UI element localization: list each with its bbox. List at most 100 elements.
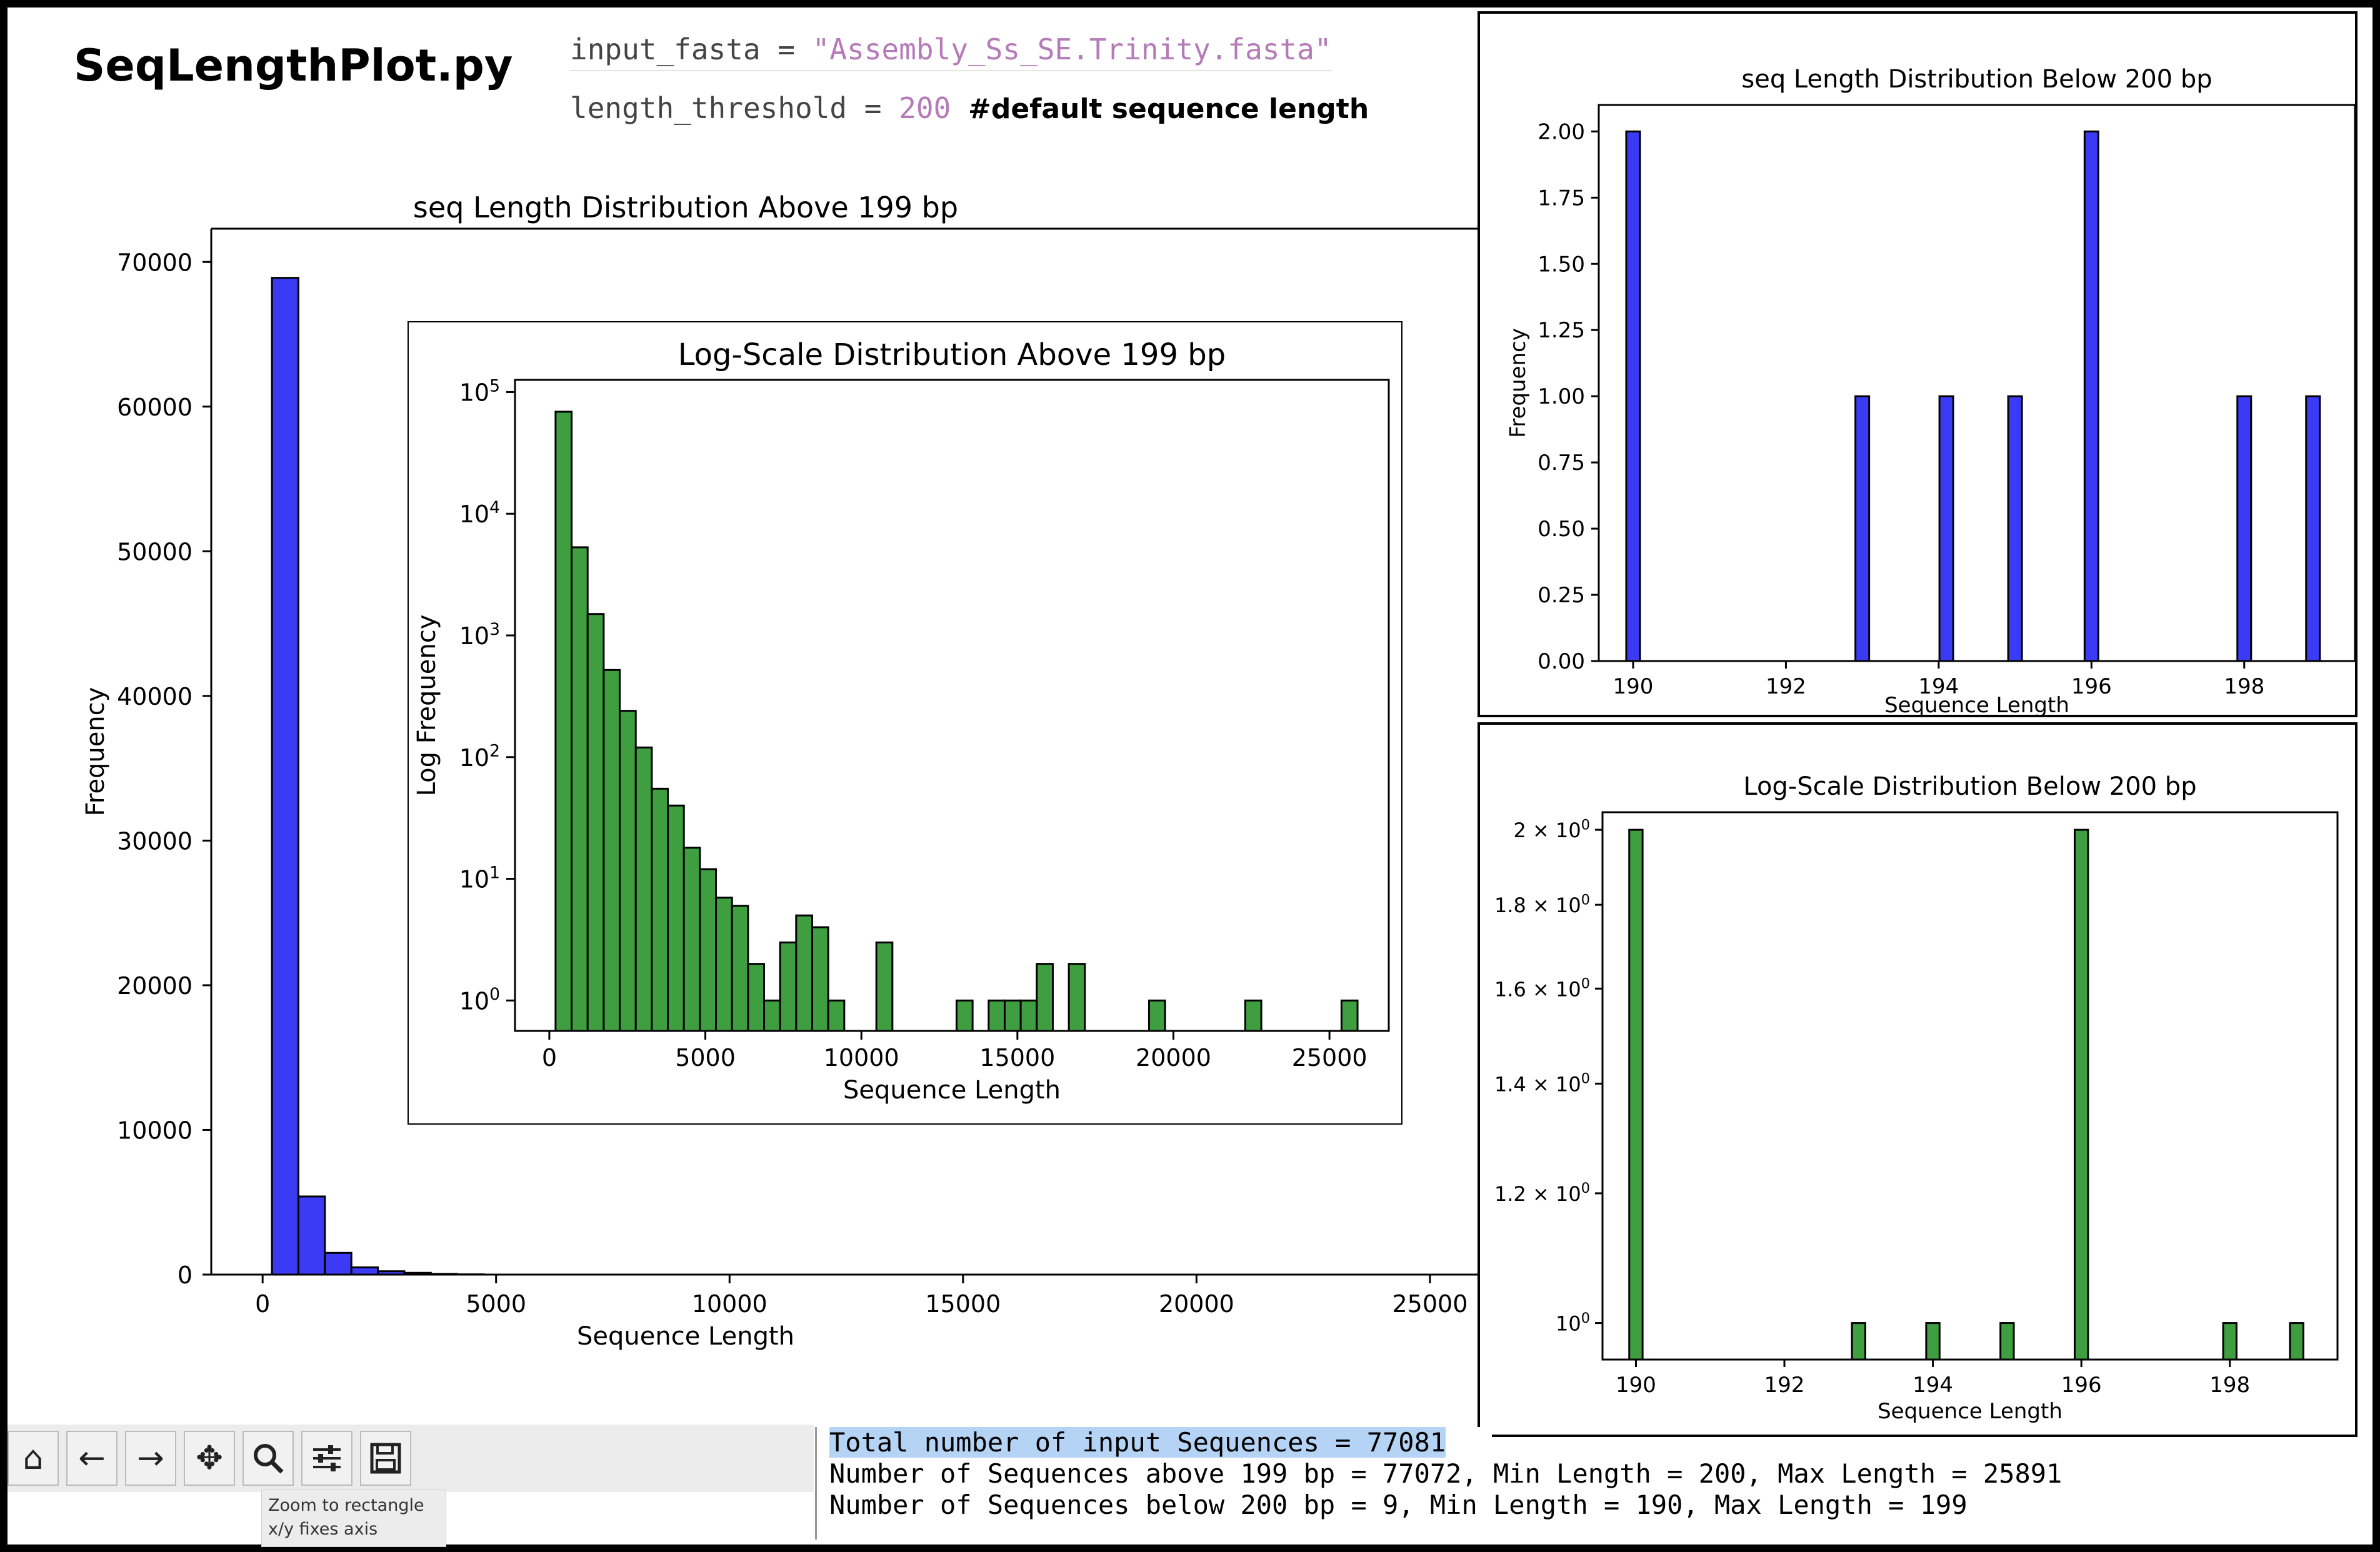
bar bbox=[2305, 395, 2321, 662]
bar bbox=[731, 905, 749, 1032]
console-line-above: Number of Sequences above 199 bp = 77072… bbox=[829, 1458, 2062, 1489]
pan-icon[interactable]: ✥ bbox=[184, 1431, 235, 1486]
bar bbox=[586, 613, 605, 1032]
forward-arrow-icon[interactable]: → bbox=[125, 1431, 176, 1486]
floppy-icon bbox=[370, 1443, 401, 1474]
script-title: SeqLengthPlot.py bbox=[74, 40, 513, 91]
bar bbox=[297, 1195, 326, 1276]
bar bbox=[350, 1266, 379, 1276]
code-op: = bbox=[760, 32, 812, 66]
below-x-label: Sequence Length bbox=[1884, 693, 2069, 715]
bar bbox=[1068, 963, 1086, 1032]
bar bbox=[1628, 828, 1644, 1361]
bar bbox=[1851, 1322, 1867, 1361]
plot-toolbar: ⌂ ← → ✥ bbox=[8, 1425, 814, 1492]
inset-chart: Log-Scale Distribution Above 199 bp Seque… bbox=[408, 321, 1402, 1125]
bar bbox=[619, 710, 637, 1032]
below-log-chart-panel: Log-Scale Distribution Below 200 bp Seque… bbox=[1478, 722, 2358, 1437]
y-tick-label: 1.4 × 100 bbox=[1494, 1071, 1590, 1097]
y-tick-label: 40000 bbox=[117, 683, 192, 710]
back-arrow-icon[interactable]: ← bbox=[66, 1431, 118, 1486]
bar bbox=[1999, 1322, 2015, 1361]
inset-chart-svg: Log-Scale Distribution Above 199 bp Seque… bbox=[408, 321, 1402, 1125]
bar bbox=[1854, 395, 1871, 662]
below-y-label: Frequency bbox=[1506, 328, 1531, 438]
bar bbox=[2083, 130, 2099, 662]
inset-title: Log-Scale Distribution Above 199 bp bbox=[678, 337, 1226, 372]
x-tick-label: 5000 bbox=[466, 1290, 526, 1318]
y-tick-label: 101 bbox=[459, 863, 500, 893]
tooltip-line2: x/y fixes axis bbox=[268, 1520, 378, 1539]
bar bbox=[1340, 999, 1359, 1032]
code-var: input_fasta bbox=[570, 32, 761, 66]
y-tick-label: 50000 bbox=[117, 538, 192, 565]
x-tick-label: 190 bbox=[1613, 674, 1654, 699]
bar bbox=[1019, 999, 1038, 1032]
below-chart-svg: seq Length Distribution Below 200 bp Sequ… bbox=[1506, 65, 2356, 718]
y-tick-label: 104 bbox=[459, 498, 500, 528]
x-tick-label: 0 bbox=[542, 1044, 557, 1072]
x-tick-label: 25000 bbox=[1292, 1044, 1368, 1072]
x-axis-label: Sequence Length bbox=[577, 1322, 794, 1351]
x-tick-label: 15000 bbox=[925, 1290, 1001, 1318]
x-tick-label: 190 bbox=[1616, 1373, 1656, 1398]
bar bbox=[2073, 828, 2089, 1361]
console-line-below: Number of Sequences below 200 bp = 9, Mi… bbox=[829, 1490, 1968, 1520]
y-tick-label: 100 bbox=[1556, 1310, 1590, 1336]
x-tick-label: 194 bbox=[1912, 1373, 1953, 1398]
main-chart-svg: seq Length Distribution Above 199 bp Sequ… bbox=[81, 191, 1478, 1351]
bar bbox=[2236, 395, 2252, 662]
y-tick-label: 2.00 bbox=[1538, 119, 1585, 144]
x-tick-label: 10000 bbox=[692, 1290, 768, 1318]
bar bbox=[747, 963, 766, 1032]
bar bbox=[1003, 999, 1022, 1032]
zoom-icon[interactable] bbox=[242, 1431, 294, 1486]
configure-icon[interactable] bbox=[301, 1431, 352, 1486]
x-tick-label: 15000 bbox=[979, 1044, 1055, 1072]
below-log-axes-box bbox=[1601, 811, 2339, 1361]
y-tick-label: 10000 bbox=[117, 1117, 192, 1144]
bar bbox=[1938, 395, 1954, 662]
y-tick-label: 0.00 bbox=[1538, 649, 1585, 674]
y-tick-label: 70000 bbox=[117, 249, 192, 276]
bar bbox=[875, 941, 894, 1032]
sliders-icon bbox=[313, 1445, 341, 1471]
below-log-chart-svg: Log-Scale Distribution Below 200 bp Seque… bbox=[1494, 772, 2339, 1424]
bar bbox=[1925, 1322, 1941, 1361]
y-tick-label: 0.25 bbox=[1538, 583, 1585, 608]
below-log-title: Log-Scale Distribution Below 200 bp bbox=[1743, 772, 2196, 801]
below-chart-panel: seq Length Distribution Below 200 bp Sequ… bbox=[1478, 11, 2358, 718]
code-line-input-fasta: input_fasta = "Assembly_Ss_SE.Trinity.fa… bbox=[570, 32, 1332, 71]
y-tick-label: 2 × 100 bbox=[1514, 817, 1590, 842]
bar bbox=[715, 897, 733, 1032]
x-tick-label: 20000 bbox=[1136, 1044, 1211, 1072]
bar bbox=[1244, 999, 1262, 1032]
bar bbox=[271, 277, 299, 1276]
y-tick-label: 0.50 bbox=[1538, 517, 1585, 542]
x-tick-label: 20000 bbox=[1159, 1290, 1234, 1318]
y-tick-label: 30000 bbox=[117, 827, 192, 855]
bar bbox=[1148, 999, 1166, 1032]
x-tick-label: 25000 bbox=[1392, 1290, 1468, 1318]
below-log-x-label: Sequence Length bbox=[1878, 1399, 2062, 1424]
x-tick-label: 196 bbox=[2071, 674, 2112, 699]
zoom-tooltip: Zoom to rectangle x/y fixes axis bbox=[261, 1490, 446, 1547]
code-line-threshold: length_threshold = 200 #default sequence… bbox=[570, 91, 1369, 125]
inset-y-label: Log Frequency bbox=[412, 615, 441, 797]
x-tick-label: 198 bbox=[2224, 674, 2264, 699]
inset-x-label: Sequence Length bbox=[843, 1076, 1061, 1105]
save-icon[interactable] bbox=[360, 1431, 411, 1486]
bar bbox=[634, 746, 653, 1032]
x-tick-label: 192 bbox=[1764, 1373, 1805, 1398]
y-tick-label: 20000 bbox=[117, 972, 192, 1000]
home-icon[interactable]: ⌂ bbox=[8, 1431, 59, 1486]
code-comment: #default sequence length bbox=[968, 93, 1369, 125]
y-tick-label: 1.50 bbox=[1538, 252, 1585, 277]
bar bbox=[811, 926, 829, 1032]
y-tick-label: 1.8 × 100 bbox=[1494, 892, 1590, 917]
below-title: seq Length Distribution Below 200 bp bbox=[1741, 65, 2212, 94]
y-tick-label: 105 bbox=[459, 376, 500, 406]
y-axis-label: Frequency bbox=[81, 687, 110, 817]
bar bbox=[571, 546, 589, 1032]
